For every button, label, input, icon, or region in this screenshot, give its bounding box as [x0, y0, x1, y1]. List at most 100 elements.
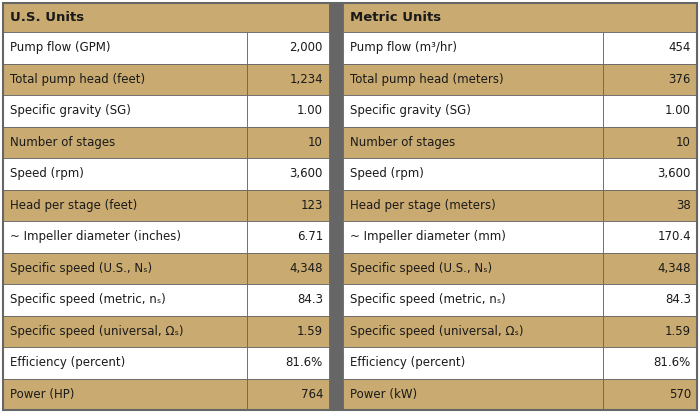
- Text: Pump flow (m³/hr): Pump flow (m³/hr): [350, 41, 457, 54]
- Bar: [247, 221, 329, 252]
- Bar: [247, 158, 329, 190]
- Bar: [3, 126, 247, 158]
- Text: Total pump head (feet): Total pump head (feet): [10, 73, 145, 86]
- Text: Head per stage (meters): Head per stage (meters): [350, 199, 496, 212]
- Bar: [603, 221, 697, 252]
- Text: Power (kW): Power (kW): [350, 388, 417, 401]
- Text: 84.3: 84.3: [665, 293, 691, 306]
- Text: Specific gravity (SG): Specific gravity (SG): [350, 104, 471, 117]
- Bar: [603, 190, 697, 221]
- Text: 84.3: 84.3: [297, 293, 323, 306]
- Text: 3,600: 3,600: [657, 167, 691, 180]
- Text: Number of stages: Number of stages: [10, 136, 116, 149]
- Text: Speed (rpm): Speed (rpm): [350, 167, 424, 180]
- Bar: [343, 378, 603, 410]
- Text: ~ Impeller diameter (mm): ~ Impeller diameter (mm): [350, 230, 506, 243]
- Text: 570: 570: [668, 388, 691, 401]
- Text: 764: 764: [300, 388, 323, 401]
- Bar: [603, 347, 697, 378]
- Text: 4,348: 4,348: [290, 262, 323, 275]
- Bar: [343, 284, 603, 316]
- Bar: [603, 378, 697, 410]
- Bar: [247, 64, 329, 95]
- Text: Specific speed (universal, Ωₛ): Specific speed (universal, Ωₛ): [10, 325, 183, 338]
- Text: 4,348: 4,348: [657, 262, 691, 275]
- Bar: [603, 126, 697, 158]
- Bar: [247, 126, 329, 158]
- Text: Power (HP): Power (HP): [10, 388, 74, 401]
- Bar: [3, 95, 247, 126]
- Bar: [3, 64, 247, 95]
- Text: 1.59: 1.59: [665, 325, 691, 338]
- Bar: [247, 378, 329, 410]
- Bar: [3, 347, 247, 378]
- Text: Specific speed (U.S., Nₛ): Specific speed (U.S., Nₛ): [350, 262, 492, 275]
- Text: 170.4: 170.4: [657, 230, 691, 243]
- Text: Total pump head (meters): Total pump head (meters): [350, 73, 503, 86]
- Text: 81.6%: 81.6%: [654, 356, 691, 369]
- Bar: [603, 95, 697, 126]
- Bar: [343, 221, 603, 252]
- Bar: [247, 95, 329, 126]
- Text: Number of stages: Number of stages: [350, 136, 455, 149]
- Bar: [247, 252, 329, 284]
- Text: ~ Impeller diameter (inches): ~ Impeller diameter (inches): [10, 230, 181, 243]
- Text: Specific gravity (SG): Specific gravity (SG): [10, 104, 131, 117]
- Text: 1,234: 1,234: [289, 73, 323, 86]
- Text: 1.59: 1.59: [297, 325, 323, 338]
- Bar: [343, 3, 697, 32]
- Bar: [343, 347, 603, 378]
- Bar: [247, 32, 329, 64]
- Bar: [247, 190, 329, 221]
- Text: 2,000: 2,000: [290, 41, 323, 54]
- Text: 10: 10: [308, 136, 323, 149]
- Text: 81.6%: 81.6%: [286, 356, 323, 369]
- Bar: [603, 158, 697, 190]
- Bar: [3, 190, 247, 221]
- Text: Pump flow (GPM): Pump flow (GPM): [10, 41, 111, 54]
- Bar: [603, 284, 697, 316]
- Text: Specific speed (metric, nₛ): Specific speed (metric, nₛ): [10, 293, 166, 306]
- Bar: [3, 32, 247, 64]
- Bar: [603, 316, 697, 347]
- Text: U.S. Units: U.S. Units: [10, 11, 84, 24]
- Bar: [3, 284, 247, 316]
- Bar: [343, 32, 603, 64]
- Text: Head per stage (feet): Head per stage (feet): [10, 199, 137, 212]
- Bar: [3, 158, 247, 190]
- Text: 6.71: 6.71: [297, 230, 323, 243]
- Text: Specific speed (universal, Ωₛ): Specific speed (universal, Ωₛ): [350, 325, 524, 338]
- Text: 123: 123: [300, 199, 323, 212]
- Text: Efficiency (percent): Efficiency (percent): [10, 356, 125, 369]
- Text: 454: 454: [668, 41, 691, 54]
- Bar: [247, 347, 329, 378]
- Bar: [343, 316, 603, 347]
- Bar: [603, 32, 697, 64]
- Bar: [603, 252, 697, 284]
- Bar: [343, 252, 603, 284]
- Bar: [247, 316, 329, 347]
- Text: 10: 10: [676, 136, 691, 149]
- Text: Specific speed (metric, nₛ): Specific speed (metric, nₛ): [350, 293, 505, 306]
- Text: Speed (rpm): Speed (rpm): [10, 167, 84, 180]
- Bar: [3, 316, 247, 347]
- Bar: [329, 3, 343, 410]
- Text: Specific speed (U.S., Nₛ): Specific speed (U.S., Nₛ): [10, 262, 152, 275]
- Bar: [3, 3, 329, 32]
- Bar: [343, 126, 603, 158]
- Text: 3,600: 3,600: [290, 167, 323, 180]
- Text: 38: 38: [676, 199, 691, 212]
- Bar: [343, 158, 603, 190]
- Text: 376: 376: [668, 73, 691, 86]
- Bar: [3, 378, 247, 410]
- Bar: [343, 190, 603, 221]
- Text: 1.00: 1.00: [297, 104, 323, 117]
- Text: Efficiency (percent): Efficiency (percent): [350, 356, 466, 369]
- Bar: [603, 64, 697, 95]
- Bar: [3, 221, 247, 252]
- Bar: [247, 284, 329, 316]
- Bar: [3, 252, 247, 284]
- Text: 1.00: 1.00: [665, 104, 691, 117]
- Bar: [343, 64, 603, 95]
- Bar: [343, 95, 603, 126]
